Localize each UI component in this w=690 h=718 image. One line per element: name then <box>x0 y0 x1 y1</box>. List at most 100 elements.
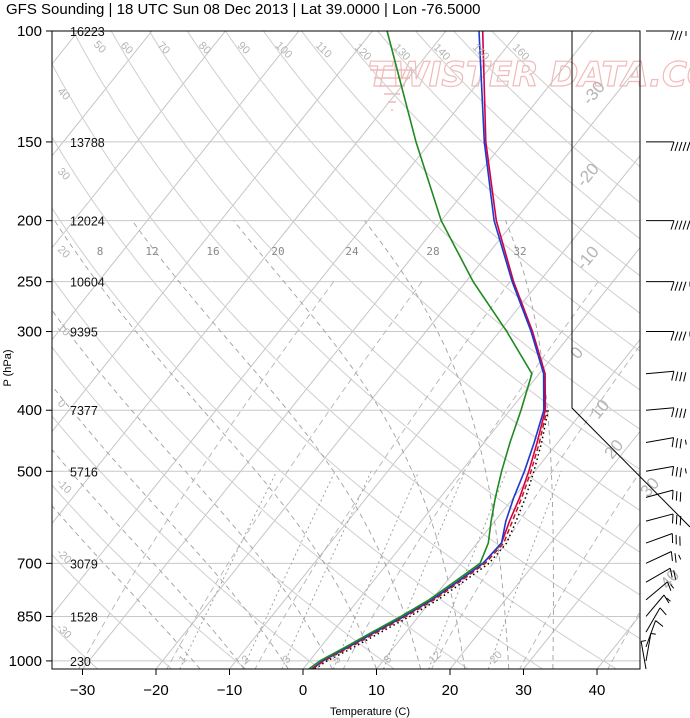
sounding-series-line-4 <box>308 31 533 669</box>
mixing-ratio-line <box>179 471 278 669</box>
wind-barb-flag <box>670 220 675 230</box>
isotherm-line <box>52 31 153 157</box>
dry-adiabat-label: 80 <box>196 40 213 57</box>
wind-barb-shaft <box>645 489 674 498</box>
y-tick-label: 700 <box>17 555 42 572</box>
moist-adiabat-line <box>131 220 422 669</box>
wind-barb <box>646 220 690 230</box>
wind-barb-flag <box>675 491 678 501</box>
height-label: 10604 <box>70 276 105 290</box>
sounding-series-line-1 <box>311 31 545 669</box>
dry-adiabat-line <box>52 277 469 669</box>
isotherm-line <box>52 31 520 617</box>
wind-barb <box>645 551 682 564</box>
wind-barb <box>645 632 656 662</box>
wind-barb-flag <box>678 220 683 230</box>
wind-barb-flag <box>666 581 672 591</box>
wind-barb-flag <box>671 437 675 448</box>
isotherm-label: -10 <box>573 243 603 274</box>
wind-barb-flag <box>673 570 677 580</box>
wind-barb-flag <box>670 141 675 152</box>
moist-adiabat-label: 1 <box>177 653 190 666</box>
wind-barb-flag <box>675 408 679 418</box>
isotherm-line <box>376 338 640 669</box>
mixing-guide-line <box>342 281 599 669</box>
wind-barb-flag <box>679 408 683 418</box>
y-tick-label: 850 <box>17 608 42 625</box>
mixing-ratio-label: 12 <box>145 245 158 258</box>
x-tick-label: 0 <box>299 682 307 699</box>
x-tick-label: −20 <box>143 682 168 699</box>
y-tick-label: 200 <box>17 213 42 230</box>
wind-barb-flag <box>670 551 673 561</box>
isotherm-line <box>52 31 447 525</box>
isotherm-line <box>82 31 594 669</box>
y-axis-label: P (hPa) <box>2 349 14 386</box>
isotherm-line <box>523 522 640 669</box>
mixing-ratio-label: 20 <box>271 245 284 258</box>
dry-adiabat-line <box>148 31 640 512</box>
wind-barb-flag <box>682 331 687 341</box>
wind-barb-flag <box>679 515 682 526</box>
wind-barb-flag <box>683 372 687 382</box>
dry-adiabat-line <box>339 31 640 314</box>
wind-barb-flag <box>679 492 682 502</box>
wind-barb-half-flag <box>678 554 682 560</box>
wind-barb-flag <box>678 281 683 291</box>
wind-barb-flag <box>678 141 683 152</box>
y-tick-label: 150 <box>17 134 42 151</box>
wind-barb <box>645 513 682 526</box>
height-label: 13788 <box>70 136 105 150</box>
height-label: 9395 <box>70 326 98 340</box>
wind-barb-shaft <box>645 465 674 472</box>
wind-barb-shaft <box>645 370 674 375</box>
moist-adiabat-line <box>364 220 510 669</box>
dry-adiabat-line <box>301 31 640 352</box>
mixing-ratio-line <box>383 471 466 669</box>
dry-adiabat-label: 100 <box>273 40 294 61</box>
x-tick-label: 20 <box>442 682 459 699</box>
mixing-guide-line <box>166 281 423 669</box>
wind-barb-flag <box>674 331 679 341</box>
dry-adiabat-line <box>262 31 640 391</box>
mixing-ratio-line <box>242 471 336 669</box>
wind-barb-shaft <box>640 641 647 670</box>
wind-barb <box>645 594 671 617</box>
wind-barb-flag <box>671 371 675 381</box>
isotherm-line <box>52 31 300 341</box>
dry-adiabat-label: 40 <box>55 86 72 103</box>
dry-adiabat-label: -30 <box>54 622 74 642</box>
dry-adiabat-label: 0 <box>55 398 68 411</box>
height-label: 7377 <box>70 404 98 418</box>
dry-adiabat-label: 20 <box>55 244 72 261</box>
dry-adiabat-label: 50 <box>91 39 108 56</box>
wind-barb-shaft <box>645 633 652 662</box>
isotherm-line <box>449 430 640 669</box>
wind-barb-flag <box>655 620 664 627</box>
height-label: 12024 <box>70 215 105 229</box>
height-label: 16223 <box>70 25 105 39</box>
height-label: 1528 <box>70 610 98 624</box>
wind-barb-flag <box>679 467 682 478</box>
x-tick-label: −10 <box>217 682 242 699</box>
wind-barb-half-flag <box>684 468 687 474</box>
wind-barb-flag <box>674 553 677 563</box>
isotherm-label: 0 <box>567 343 588 362</box>
wind-barb-shaft <box>645 513 674 522</box>
isotherm-label: 10 <box>587 396 614 423</box>
wind-barb-flag <box>663 594 670 604</box>
dry-adiabat-label: 90 <box>235 40 252 57</box>
wind-barb-flag <box>671 513 674 524</box>
isotherm-line <box>229 155 640 669</box>
wind-barb-flag <box>670 331 675 341</box>
dry-adiabat-line <box>72 31 640 596</box>
wind-barb-shaft <box>645 581 668 601</box>
wind-barb-flag <box>682 141 687 152</box>
barb-panel-border <box>571 31 690 528</box>
dry-adiabat-line <box>110 31 640 553</box>
wind-barb-flag <box>674 30 679 41</box>
series-layer <box>308 31 549 669</box>
wind-barb-half-flag <box>684 439 687 445</box>
